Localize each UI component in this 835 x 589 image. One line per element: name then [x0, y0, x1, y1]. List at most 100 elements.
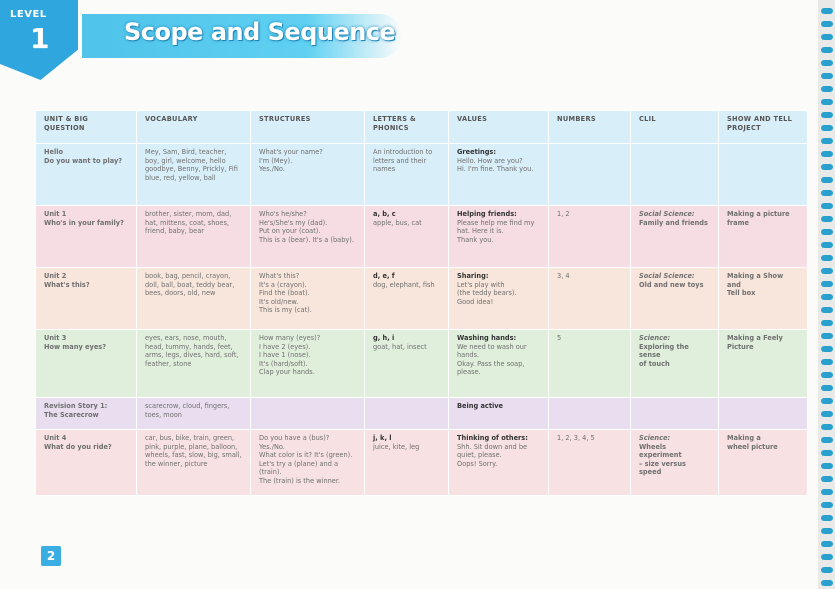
values-text-line: Oops! Sorry. — [457, 459, 498, 468]
spiral-coil — [821, 320, 833, 326]
spiral-coil — [821, 463, 833, 469]
spiral-coil — [821, 99, 833, 105]
show-line: wheel picture — [727, 442, 778, 451]
show-line: Making a picture — [727, 210, 790, 218]
clil-line: of touch — [639, 359, 670, 368]
clil-cell: Social Science: Family and friends — [630, 205, 719, 268]
structures-line: How many (eyes)? — [259, 334, 321, 342]
column-header: UNIT & BIG QUESTION — [35, 110, 137, 144]
clil-line: Wheels experiment — [639, 442, 682, 460]
values-cell: Helping friends: Please help me find my h… — [448, 205, 549, 268]
spiral-coil — [821, 138, 833, 144]
values-text-line: Let's play with — [457, 280, 505, 289]
structures-line: Put on your (coat). — [259, 227, 321, 236]
phonics-title: a, b, c — [373, 210, 396, 218]
clil-cell: Science: Wheels experiment – size versus s… — [630, 429, 719, 496]
clil-line: Science: — [639, 334, 671, 342]
clil-line: Old and new toys — [639, 280, 704, 289]
unit-line: Who's in your family? — [44, 218, 124, 227]
structures-cell: What's your name? I'm (Mey). Yes./No. — [250, 143, 365, 206]
values-title: Sharing: — [457, 272, 489, 280]
spiral-coil — [821, 177, 833, 183]
unit-cell: Revision Story 1: The Scarecrow — [35, 397, 137, 430]
phonics-cell — [364, 397, 449, 430]
spiral-coil — [821, 541, 833, 547]
spiral-coil — [821, 151, 833, 157]
spiral-coil — [821, 554, 833, 560]
phonics-cell: a, b, c apple, bus, cat — [364, 205, 449, 268]
clil-line: – size versus speed — [639, 459, 686, 477]
spiral-coil — [821, 60, 833, 66]
phonics-title: d, e, f — [373, 272, 395, 280]
spiral-coil — [821, 515, 833, 521]
values-title: Thinking of others: — [457, 434, 528, 442]
values-text-line: Hi. I'm fine. Thank you. — [457, 165, 534, 174]
spiral-coil — [821, 34, 833, 40]
phonics-title: g, h, i — [373, 334, 395, 342]
phonics: An introduction to letters and their nam… — [373, 148, 433, 174]
table-row: Unit 1 Who's in your family? brother, sist… — [35, 205, 808, 268]
values-text-line: Good idea! — [457, 297, 494, 306]
structures-line: What color is it? It's (green). — [259, 451, 353, 460]
values-text-line: please. — [457, 368, 481, 377]
spiral-coil — [821, 372, 833, 378]
structures-line: It's a (crayon). — [259, 280, 307, 289]
clil-line: Science: — [639, 434, 671, 442]
structures-line: This is a (bear). It's a (baby). — [259, 235, 354, 244]
unit-cell: Unit 3 How many eyes? — [35, 329, 137, 398]
structures-line: This is my (cat). — [259, 306, 312, 315]
values-cell: Washing hands: We need to wash our hands. O… — [448, 329, 549, 398]
spiral-coil — [821, 21, 833, 27]
spiral-coil — [821, 385, 833, 391]
clil-cell: Social Science: Old and new toys — [630, 267, 719, 330]
structures-line: I have 1 (nose). — [259, 351, 311, 360]
show-tell-cell: Making a picture frame — [718, 205, 808, 268]
spiral-coil — [821, 450, 833, 456]
phonics-cell: An introduction to letters and their nam… — [364, 143, 449, 206]
page: LEVEL 1 Scope and Sequence UNIT & BIG QU… — [0, 0, 808, 566]
show-tell-cell: Making a Show and Tell box — [718, 267, 808, 330]
unit-line: Unit 4 — [44, 434, 67, 442]
spiral-coil — [821, 164, 833, 170]
spiral-coil — [821, 333, 833, 339]
clil-cell — [630, 143, 719, 206]
table-row: Unit 2 What's this? book, bag, pencil, cra… — [35, 267, 808, 330]
spiral-coil — [821, 359, 833, 365]
column-header: VOCABULARY — [136, 110, 251, 144]
clil-line: Exploring the sense — [639, 342, 689, 360]
unit-line: Unit 2 — [44, 272, 67, 280]
page-title: Scope and Sequence — [124, 18, 396, 46]
vocabulary: eyes, ears, nose, mouth, head, tummy, ha… — [145, 334, 239, 368]
spiral-coil — [821, 489, 833, 495]
structures-line: Yes./No. — [259, 442, 285, 451]
spiral-coil — [821, 580, 833, 586]
spiral-coil — [821, 216, 833, 222]
phonics: apple, bus, cat — [373, 218, 422, 227]
values-text-line: Please help me find my hat. Here it is. — [457, 218, 535, 236]
column-header: LETTERS & PHONICS — [364, 110, 449, 144]
structures-line: What's your name? — [259, 148, 323, 156]
values-title: Helping friends: — [457, 210, 517, 218]
values-text-line: Thank you. — [457, 235, 494, 244]
spiral-coil — [821, 229, 833, 235]
spiral-coil — [821, 502, 833, 508]
spiral-coil — [821, 411, 833, 417]
spiral-coil — [821, 476, 833, 482]
phonics-cell: g, h, i goat, hat, insect — [364, 329, 449, 398]
spiral-coil — [821, 203, 833, 209]
structures-cell: What's this? It's a (crayon). Find the (bo… — [250, 267, 365, 330]
structures-line: What's this? — [259, 272, 300, 280]
unit-line: Unit 1 — [44, 210, 67, 218]
values-text-line: We need to wash our — [457, 342, 527, 351]
table-row: Hello Do you want to play? Mey, Sam, Bird,… — [35, 143, 808, 206]
unit-cell: Unit 2 What's this? — [35, 267, 137, 330]
values-cell: Greetings: Hello. How are you? Hi. I'm fin… — [448, 143, 549, 206]
values-cell: Being active — [448, 397, 549, 430]
vocabulary: scarecrow, cloud, fingers, toes, moon — [145, 402, 230, 419]
page-number: 2 — [41, 546, 61, 566]
table-header-row: UNIT & BIG QUESTION VOCABULARY STRUCTURE… — [35, 110, 808, 144]
spiral-coil — [821, 242, 833, 248]
level-number: 1 — [30, 22, 50, 55]
vocabulary: car, bus, bike, train, green, pink, purp… — [145, 434, 242, 468]
spiral-coil — [821, 73, 833, 79]
